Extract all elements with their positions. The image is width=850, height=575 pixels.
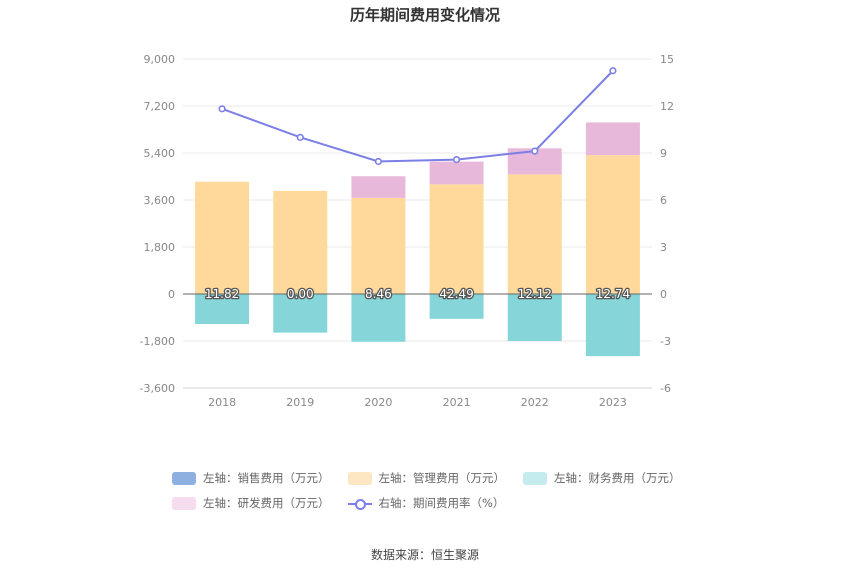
right-axis-tick-label: 3 [660, 241, 667, 254]
bar [351, 176, 406, 198]
chart-title: 历年期间费用变化情况 [350, 6, 500, 24]
chart-svg: 历年期间费用变化情况 9,000 15 7,200 12 5,400 9 3,600 6 1,8… [140, 6, 674, 409]
left-axis-tick-label: 3,600 [144, 194, 176, 207]
data-source-note: 数据来源：恒生聚源 [370, 548, 479, 562]
legend-label-rnd: 左轴：研发费用（万元） [203, 496, 330, 510]
expense-rate-point [374, 157, 383, 166]
left-axis-tick-label: 5,400 [144, 147, 176, 160]
bar [429, 161, 484, 185]
right-axis-tick-label: 6 [660, 194, 667, 207]
legend-row: 左轴：销售费用（万元） 左轴：管理费用（万元） 左轴：财务费用（万元） [172, 470, 702, 486]
left-axis-tick-label: 9,000 [144, 53, 176, 66]
legend-swatch-rnd [172, 496, 196, 510]
bar-data-label: 12.12 [518, 287, 552, 301]
bar [585, 122, 640, 156]
legend-label-admin: 左轴：管理费用（万元） [378, 471, 506, 485]
bar [429, 294, 484, 319]
expense-rate-point [296, 133, 304, 141]
x-axis-tick-label: 2019 [286, 396, 314, 409]
bar-data-label: 11.82 [205, 287, 239, 301]
legend-item-rnd[interactable]: 左轴：研发费用（万元） [172, 495, 330, 511]
chart-legend: 左轴：销售费用（万元） 左轴：管理费用（万元） 左轴：财务费用（万元） 左轴：研… [172, 470, 702, 520]
x-axis-tick-label: 2020 [364, 396, 392, 409]
left-axis-tick-label: -3,600 [140, 382, 175, 395]
left-axis-tick-label: 7,200 [144, 100, 176, 113]
expense-rate-line [221, 70, 614, 163]
expense-rate-point [452, 155, 461, 164]
bar [507, 294, 562, 341]
bar [195, 181, 250, 294]
legend-label-finance: 左轴：财务费用（万元） [554, 471, 681, 485]
bar [585, 294, 640, 357]
legend-item-admin[interactable]: 左轴：管理费用（万元） [347, 470, 506, 486]
legend-row: 左轴：研发费用（万元） 右轴：期间费用率（%） [172, 495, 702, 511]
legend-label-sales: 左轴：销售费用（万元） [203, 471, 330, 485]
expense-rate-point [218, 105, 226, 113]
legend-line-marker-icon [347, 497, 372, 510]
legend-item-sales[interactable]: 左轴：销售费用（万元） [172, 470, 330, 486]
x-axis-tick-label: 2022 [521, 396, 549, 409]
bar-data-label: 42.49 [439, 287, 473, 301]
legend-label-expense-rate: 右轴：期间费用率（%） [378, 496, 505, 510]
bar [351, 294, 406, 342]
bar [273, 190, 328, 294]
legend-swatch-finance [523, 471, 547, 485]
bar [585, 155, 640, 294]
expense-rate-point [609, 67, 617, 75]
legend-item-expense-rate[interactable]: 右轴：期间费用率（%） [347, 495, 505, 511]
right-axis-tick-label: -3 [660, 335, 671, 348]
x-axis-tick-label: 2023 [599, 396, 627, 409]
bar [195, 294, 250, 325]
bar [429, 184, 484, 294]
legend-swatch-admin [347, 471, 372, 485]
right-axis-tick-label: 0 [660, 288, 667, 301]
left-axis-tick-label: -1,800 [140, 335, 175, 348]
left-axis-tick-label: 0 [168, 288, 175, 301]
right-axis-tick-label: 15 [660, 53, 674, 66]
left-axis-tick-label: 1,800 [144, 241, 176, 254]
bar [273, 294, 328, 333]
bar [351, 197, 406, 294]
bar [507, 174, 562, 294]
x-axis-tick-label: 2018 [208, 396, 236, 409]
bar-data-label: 12.74 [596, 287, 630, 301]
right-axis-tick-label: -6 [660, 382, 671, 395]
x-axis-tick-label: 2021 [443, 396, 471, 409]
legend-swatch-sales [172, 471, 196, 485]
right-axis-tick-label: 9 [660, 147, 667, 160]
right-axis-tick-label: 12 [660, 100, 674, 113]
bar-data-label: 8.46 [365, 287, 392, 301]
expense-rate-point [531, 147, 539, 155]
legend-item-finance[interactable]: 左轴：财务费用（万元） [523, 470, 681, 486]
bar-data-label: 0.00 [287, 287, 314, 301]
